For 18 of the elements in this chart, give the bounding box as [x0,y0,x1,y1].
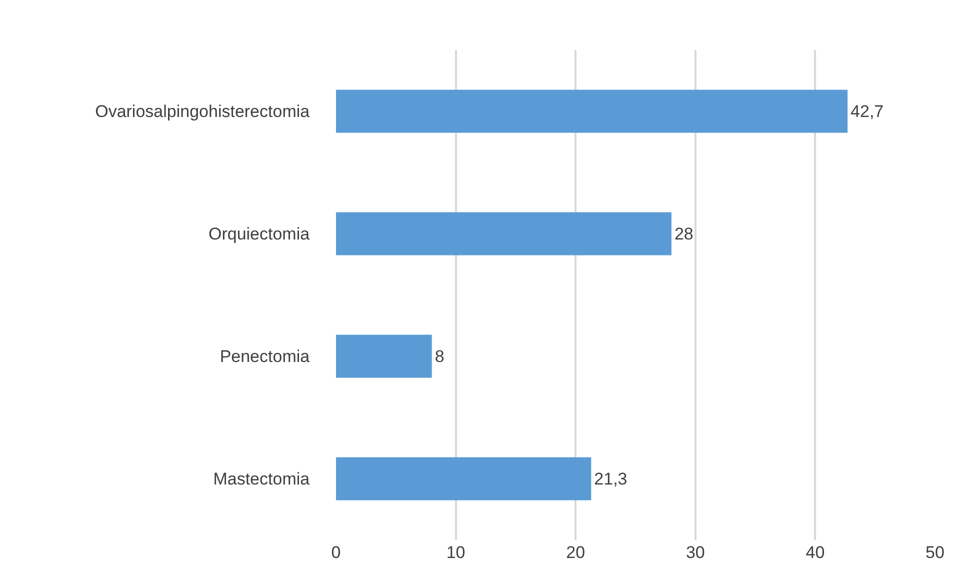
y-tick-label: Mastectomia [213,470,310,489]
x-tick-label: 50 [926,543,944,562]
bar [336,90,848,133]
x-tick-label: 0 [331,543,341,562]
data-label: 8 [434,346,444,366]
x-tick-label: 30 [686,543,705,562]
y-tick-label: Penectomia [220,347,310,366]
data-label: 21,3 [594,469,628,488]
y-tick-label: Ovariosalpingohisterectomia [95,102,310,122]
data-label: 28 [674,224,694,244]
bar [336,334,432,378]
x-tick-label: 20 [566,543,586,562]
bar [336,212,672,256]
bar [336,457,592,500]
data-label: 42,7 [850,102,884,121]
x-tick-label: 40 [806,543,825,562]
x-tick-label: 10 [446,543,466,562]
y-tick-label: Orquiectomia [208,224,310,244]
